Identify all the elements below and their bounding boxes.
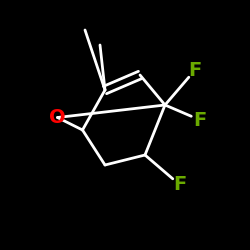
Text: F: F [194,110,206,130]
Text: F: F [188,60,202,80]
Text: O: O [49,108,66,127]
Text: F: F [174,176,186,195]
